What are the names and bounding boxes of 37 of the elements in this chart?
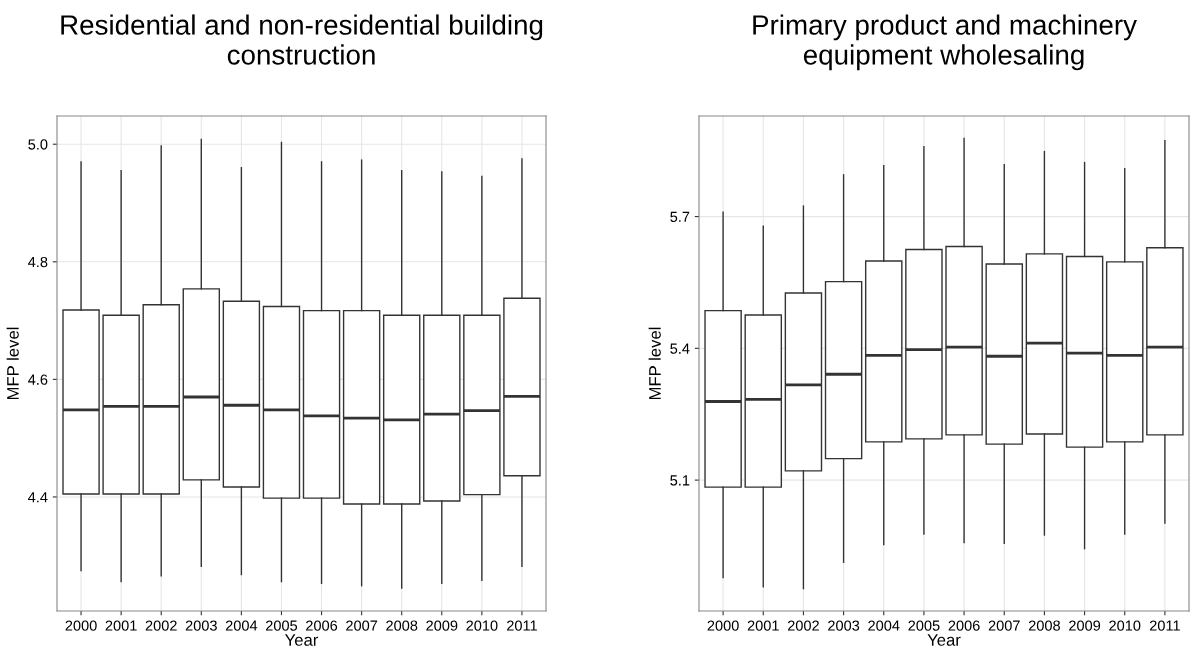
- x-axis-title: Year: [927, 634, 961, 646]
- x-tick-label: 2006: [306, 620, 338, 631]
- y-axis-title: MFP level: [648, 327, 661, 400]
- y-tick-label: 5.1: [670, 475, 690, 486]
- x-tick-label: 2007: [346, 620, 378, 631]
- x-tick-label: 2005: [908, 620, 940, 631]
- x-tick-label: 2010: [466, 620, 498, 631]
- y-axis-title: MFP level: [6, 327, 19, 400]
- y-tick-label: 5.7: [670, 211, 690, 223]
- x-tick-label: 2002: [787, 620, 819, 631]
- chart-title: Primary product and machinery equipment wholesaling: [753, 14, 1137, 71]
- x-tick-label: 2007: [988, 620, 1020, 631]
- y-tick-label: 4.6: [28, 374, 48, 385]
- x-tick-label: 2005: [265, 620, 298, 631]
- x-tick-label: 2011: [507, 620, 537, 631]
- x-tick-label: 2003: [185, 620, 217, 631]
- x-tick-label: 2009: [1069, 620, 1101, 631]
- x-tick-label: 2011: [1149, 620, 1180, 631]
- x-tick-label: 2002: [145, 620, 177, 631]
- y-tick-label: 4.4: [28, 492, 48, 503]
- y-tick-label: 4.8: [28, 256, 48, 268]
- x-tick-label: 2008: [1028, 620, 1060, 631]
- x-tick-label: 2008: [386, 620, 418, 631]
- x-tick-label: 2009: [426, 620, 458, 631]
- chart-title: Residential and non-residential building construction: [61, 14, 543, 65]
- x-tick-label: 2004: [868, 620, 900, 631]
- y-tick-label: 5.4: [670, 343, 690, 354]
- x-tick-label: 2001: [105, 620, 137, 631]
- x-tick-label: 2010: [1109, 620, 1141, 631]
- x-tick-label: 2001: [747, 620, 779, 631]
- y-tick-label: 5.0: [28, 139, 48, 150]
- x-tick-label: 2004: [225, 620, 258, 631]
- x-tick-label: 2006: [948, 620, 980, 631]
- x-tick-label: 2000: [707, 620, 739, 631]
- x-tick-label: 2003: [828, 620, 860, 631]
- x-tick-label: 2000: [65, 620, 97, 631]
- x-axis-title: Year: [285, 634, 319, 646]
